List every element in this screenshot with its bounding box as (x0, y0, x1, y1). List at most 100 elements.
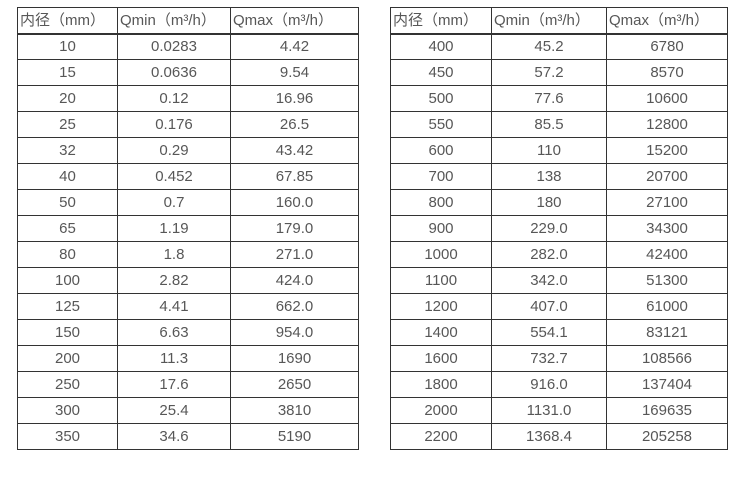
table-row: 300 25.4 3810 (17, 397, 359, 424)
table-row: 32 0.29 43.42 (17, 137, 359, 164)
cell-diameter: 65 (17, 215, 118, 242)
cell-qmax: 6780 (606, 33, 728, 60)
table-row: 200 11.3 1690 (17, 345, 359, 372)
cell-diameter: 10 (17, 33, 118, 60)
cell-diameter: 1600 (390, 345, 492, 372)
cell-qmin: 0.29 (117, 137, 231, 164)
cell-qmax: 16.96 (230, 85, 359, 112)
table-row: 900 229.0 34300 (390, 215, 728, 242)
cell-diameter: 100 (17, 267, 118, 294)
cell-qmin: 0.0636 (117, 59, 231, 86)
table-row: 550 85.5 12800 (390, 111, 728, 138)
cell-qmin: 0.7 (117, 189, 231, 216)
table-row: 40 0.452 67.85 (17, 163, 359, 190)
cell-qmin: 11.3 (117, 345, 231, 372)
column-header-qmin: Qmin（m³/h） (491, 7, 607, 35)
cell-qmin: 1131.0 (491, 397, 607, 424)
cell-diameter: 600 (390, 137, 492, 164)
column-header-diameter: 内径（mm） (390, 7, 492, 35)
column-header-qmax: Qmax（m³/h） (606, 7, 728, 35)
cell-qmax: 3810 (230, 397, 359, 424)
cell-qmax: 4.42 (230, 33, 359, 60)
cell-diameter: 80 (17, 241, 118, 268)
cell-diameter: 125 (17, 293, 118, 320)
cell-qmax: 15200 (606, 137, 728, 164)
table-row: 600 110 15200 (390, 137, 728, 164)
cell-qmax: 424.0 (230, 267, 359, 294)
cell-qmin: 110 (491, 137, 607, 164)
table-row: 1200 407.0 61000 (390, 293, 728, 320)
cell-diameter: 40 (17, 163, 118, 190)
cell-diameter: 50 (17, 189, 118, 216)
table-row: 10 0.0283 4.42 (17, 33, 359, 60)
cell-diameter: 1800 (390, 371, 492, 398)
cell-qmax: 1690 (230, 345, 359, 372)
column-header-qmin: Qmin（m³/h） (117, 7, 231, 35)
cell-qmin: 0.452 (117, 163, 231, 190)
table-row: 50 0.7 160.0 (17, 189, 359, 216)
cell-qmax: 67.85 (230, 163, 359, 190)
cell-qmin: 45.2 (491, 33, 607, 60)
table-row: 15 0.0636 9.54 (17, 59, 359, 86)
cell-qmax: 20700 (606, 163, 728, 190)
cell-diameter: 300 (17, 397, 118, 424)
cell-diameter: 1200 (390, 293, 492, 320)
table-row: 1000 282.0 42400 (390, 241, 728, 268)
table-row: 100 2.82 424.0 (17, 267, 359, 294)
cell-qmax: 9.54 (230, 59, 359, 86)
cell-qmin: 2.82 (117, 267, 231, 294)
cell-qmax: 43.42 (230, 137, 359, 164)
cell-diameter: 900 (390, 215, 492, 242)
cell-qmax: 160.0 (230, 189, 359, 216)
table-row: 1100 342.0 51300 (390, 267, 728, 294)
cell-diameter: 200 (17, 345, 118, 372)
table-row: 65 1.19 179.0 (17, 215, 359, 242)
cell-qmax: 34300 (606, 215, 728, 242)
table-row: 1800 916.0 137404 (390, 371, 728, 398)
cell-qmax: 10600 (606, 85, 728, 112)
cell-diameter: 450 (390, 59, 492, 86)
cell-diameter: 15 (17, 59, 118, 86)
header-row: 内径（mm） Qmin（m³/h） Qmax（m³/h） (390, 7, 728, 35)
cell-diameter: 500 (390, 85, 492, 112)
table-row: 1600 732.7 108566 (390, 345, 728, 372)
cell-qmin: 1.19 (117, 215, 231, 242)
cell-qmax: 954.0 (230, 319, 359, 346)
cell-diameter: 350 (17, 423, 118, 450)
cell-qmin: 0.0283 (117, 33, 231, 60)
cell-qmin: 342.0 (491, 267, 607, 294)
cell-diameter: 550 (390, 111, 492, 138)
cell-qmax: 51300 (606, 267, 728, 294)
cell-qmax: 205258 (606, 423, 728, 450)
table-row: 1400 554.1 83121 (390, 319, 728, 346)
cell-qmin: 229.0 (491, 215, 607, 242)
cell-diameter: 2000 (390, 397, 492, 424)
table-row: 450 57.2 8570 (390, 59, 728, 86)
cell-diameter: 700 (390, 163, 492, 190)
table-row: 150 6.63 954.0 (17, 319, 359, 346)
cell-qmin: 17.6 (117, 371, 231, 398)
cell-qmax: 8570 (606, 59, 728, 86)
cell-qmin: 6.63 (117, 319, 231, 346)
header-row: 内径（mm） Qmin（m³/h） Qmax（m³/h） (17, 7, 359, 35)
table-row: 125 4.41 662.0 (17, 293, 359, 320)
cell-qmin: 138 (491, 163, 607, 190)
cell-diameter: 1000 (390, 241, 492, 268)
flow-table-small-diameter: 内径（mm） Qmin（m³/h） Qmax（m³/h） 10 0.0283 4.42 1… (17, 7, 359, 450)
cell-diameter: 32 (17, 137, 118, 164)
cell-qmax: 83121 (606, 319, 728, 346)
cell-qmin: 1.8 (117, 241, 231, 268)
cell-diameter: 2200 (390, 423, 492, 450)
cell-qmin: 57.2 (491, 59, 607, 86)
table-row: 20 0.12 16.96 (17, 85, 359, 112)
cell-qmin: 34.6 (117, 423, 231, 450)
cell-qmax: 12800 (606, 111, 728, 138)
cell-diameter: 25 (17, 111, 118, 138)
cell-qmin: 732.7 (491, 345, 607, 372)
cell-qmin: 0.12 (117, 85, 231, 112)
cell-qmin: 85.5 (491, 111, 607, 138)
cell-diameter: 250 (17, 371, 118, 398)
cell-qmax: 2650 (230, 371, 359, 398)
cell-qmin: 1368.4 (491, 423, 607, 450)
cell-qmin: 916.0 (491, 371, 607, 398)
